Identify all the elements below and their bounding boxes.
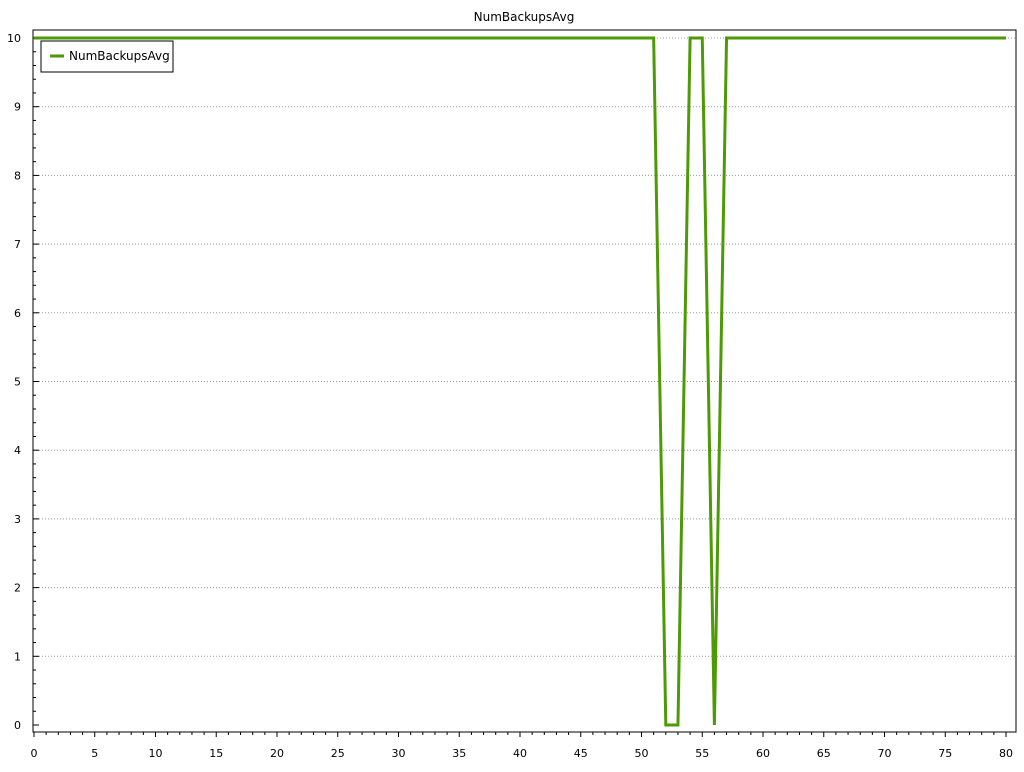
x-tick-label: 20 [270, 747, 284, 760]
y-tick-label: 7 [14, 238, 21, 251]
legend-box [40, 40, 174, 73]
y-tick-label: 6 [14, 307, 21, 320]
y-tick-label: 8 [14, 169, 21, 182]
x-tick-label: 75 [938, 747, 952, 760]
x-tick-label: 30 [392, 747, 406, 760]
x-axis: 0 5 10 15 20 25 30 35 40 45 50 55 60 65 70 75 80 [31, 732, 1013, 760]
y-axis: 0 1 2 3 4 5 6 7 8 9 10 [7, 32, 39, 732]
series-line [34, 36, 1006, 727]
y-tick-label: 2 [14, 582, 21, 595]
y-tick-label: 9 [14, 101, 21, 114]
y-tick-label: 5 [14, 376, 21, 389]
x-tick-label: 5 [91, 747, 98, 760]
x-tick-label: 65 [817, 747, 831, 760]
x-tick-label: 45 [574, 747, 588, 760]
y-tick-label: 10 [7, 32, 21, 45]
legend-label: NumBackupsAvg [69, 49, 170, 63]
x-tick-label: 25 [331, 747, 345, 760]
y-tick-label: 3 [14, 513, 21, 526]
series-layer [34, 36, 1006, 727]
y-tick-label: 0 [14, 719, 21, 732]
x-tick-label: 50 [635, 747, 649, 760]
x-tick-label: 0 [31, 747, 38, 760]
legend: NumBackupsAvg [40, 40, 174, 73]
chart-title: NumBackupsAvg [474, 10, 575, 24]
x-tick-label: 15 [209, 747, 223, 760]
x-tick-label: 35 [452, 747, 466, 760]
gridlines [33, 37, 1016, 657]
x-tick-label: 60 [756, 747, 770, 760]
x-tick-label: 70 [878, 747, 892, 760]
y-tick-label: 4 [14, 444, 21, 457]
x-tick-label: 10 [149, 747, 163, 760]
y-tick-label: 1 [14, 650, 21, 663]
x-tick-label: 80 [999, 747, 1013, 760]
x-tick-label: 55 [695, 747, 709, 760]
x-tick-label: 40 [513, 747, 527, 760]
